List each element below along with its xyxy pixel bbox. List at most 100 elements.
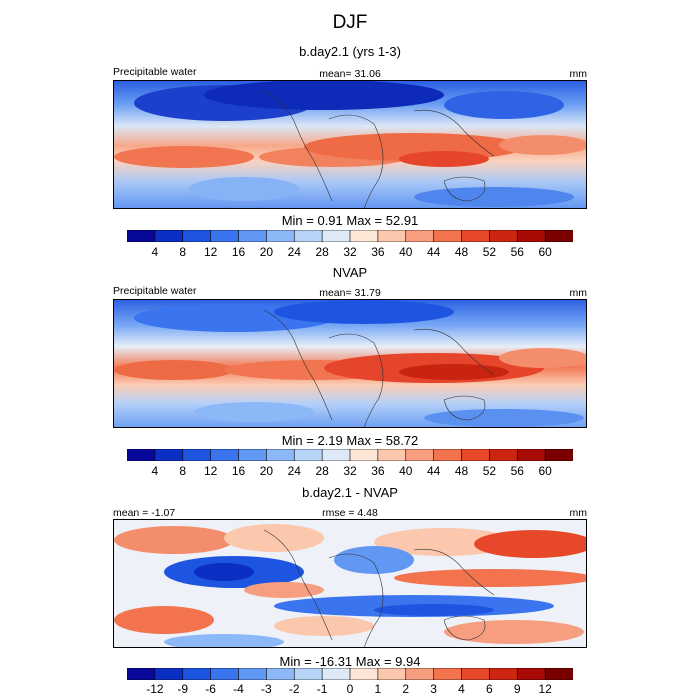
colorbar-tick-label: 8: [179, 245, 187, 259]
colorbar-tick-label: 36: [371, 464, 385, 478]
colorbar-swatch: [516, 230, 546, 242]
panel-1-title: b.day2.1 (yrs 1-3): [299, 44, 401, 59]
colorbar-tick-label: -6: [205, 682, 216, 696]
colorbar-tick-label: 56: [510, 464, 524, 478]
colorbar-swatch: [321, 668, 351, 680]
colorbar-swatch: [127, 668, 156, 680]
colorbar-tick-label: 28: [315, 245, 329, 259]
colorbar-swatch: [405, 449, 435, 461]
colorbar-tick-label: 12: [538, 682, 552, 696]
colorbar-tick-label: 16: [231, 464, 246, 478]
colorbar-tick-label: 40: [399, 245, 413, 259]
panel-2-units-label: mm: [569, 287, 588, 299]
panel-2-title: NVAP: [332, 265, 368, 280]
panel-3-map: [113, 519, 587, 648]
colorbar-tick-label: 24: [287, 245, 301, 259]
panel-3-minmax: Min = -16.31 Max = 9.94: [279, 654, 421, 669]
panel-1-colorbar-ticks: 4 8 12 16 20 24 28 32 36 40 44 48 52 56 60: [127, 245, 573, 259]
colorbar-swatch: [154, 230, 184, 242]
panel-2-colorbar: [127, 449, 573, 461]
colorbar-swatch: [489, 449, 518, 461]
colorbar-tick-label: 8: [179, 464, 187, 478]
colorbar-tick-label: 32: [343, 245, 357, 259]
colorbar-swatch: [182, 230, 212, 242]
colorbar-swatch: [461, 449, 490, 461]
colorbar-tick-label: 60: [538, 464, 552, 478]
colorbar-swatch: [266, 230, 295, 242]
colorbar-swatch: [489, 668, 518, 680]
colorbar-swatch: [489, 230, 518, 242]
colorbar-swatch: [405, 230, 435, 242]
colorbar-swatch: [266, 449, 295, 461]
panel-2-left-label: Precipitable water: [113, 285, 197, 297]
colorbar-tick-label: 32: [343, 464, 357, 478]
colorbar-swatch: [127, 449, 156, 461]
colorbar-swatch: [461, 230, 490, 242]
colorbar-swatch: [210, 668, 239, 680]
colorbar-swatch: [544, 449, 573, 461]
colorbar-tick-label: 0: [346, 682, 354, 696]
colorbar-swatch: [238, 449, 267, 461]
colorbar-swatch: [349, 668, 379, 680]
colorbar-swatch: [349, 230, 379, 242]
colorbar-tick-label: -2: [288, 682, 300, 696]
panel-2-map: [113, 299, 587, 428]
colorbar-tick-label: 9: [513, 682, 521, 696]
panel-2-colorbar-ticks: 4 8 12 16 20 24 28 32 36 40 44 48 52 56 60: [127, 464, 573, 478]
colorbar-swatch: [516, 668, 546, 680]
colorbar-swatch: [544, 668, 573, 680]
colorbar-swatch: [321, 449, 351, 461]
panel-1-colorbar: [127, 230, 573, 242]
colorbar-swatch: [293, 230, 323, 242]
colorbar-tick-label: 4: [151, 464, 159, 478]
colorbar-tick-label: 48: [454, 245, 469, 259]
colorbar-swatch: [433, 230, 463, 242]
panel-2-minmax: Min = 2.19 Max = 58.72: [281, 433, 419, 448]
colorbar-tick-label: 3: [430, 682, 437, 696]
colorbar-swatch: [461, 668, 490, 680]
panel-3-units-label: mm: [569, 507, 588, 519]
colorbar-swatch: [154, 449, 184, 461]
colorbar-swatch: [238, 668, 267, 680]
panel-1-left-label: Precipitable water: [113, 66, 197, 78]
panel-1-mean-label: mean= 31.06: [319, 68, 381, 80]
panel-3-mean-label: mean = -1.07: [113, 507, 176, 519]
panel-1-minmax: Min = 0.91 Max = 52.91: [281, 213, 419, 228]
colorbar-swatch: [293, 449, 323, 461]
colorbar-tick-label: -4: [233, 682, 244, 696]
colorbar-tick-label: 52: [482, 464, 497, 478]
panel-1-map: [113, 80, 587, 209]
panel-2-mean-label: mean= 31.79: [319, 287, 381, 299]
colorbar-swatch: [377, 668, 407, 680]
colorbar-tick-label: 56: [510, 245, 524, 259]
colorbar-tick-label: -3: [261, 682, 272, 696]
colorbar-tick-label: 20: [259, 245, 274, 259]
panel-3-rmse-label: rmse = 4.48: [322, 507, 378, 519]
colorbar-swatch: [405, 668, 435, 680]
colorbar-tick-label: 1: [374, 682, 382, 696]
colorbar-tick-label: 12: [203, 245, 218, 259]
colorbar-tick-label: 60: [538, 245, 552, 259]
colorbar-swatch: [182, 668, 212, 680]
colorbar-tick-label: 40: [399, 464, 413, 478]
colorbar-swatch: [127, 230, 156, 242]
colorbar-tick-label: 12: [203, 464, 218, 478]
colorbar-tick-label: 2: [402, 682, 410, 696]
colorbar-swatch: [210, 449, 239, 461]
panel-1-units-label: mm: [569, 68, 588, 80]
colorbar-swatch: [266, 668, 295, 680]
colorbar-swatch: [516, 449, 546, 461]
colorbar-tick-label: 6: [486, 682, 493, 696]
colorbar-tick-label: 44: [426, 245, 441, 259]
colorbar-tick-label: 16: [231, 245, 246, 259]
colorbar-swatch: [210, 230, 239, 242]
figure-title: DJF: [332, 12, 368, 33]
colorbar-tick-label: 28: [315, 464, 329, 478]
colorbar-tick-label: -1: [316, 682, 328, 696]
colorbar-tick-label: 52: [482, 245, 497, 259]
colorbar-tick-label: -9: [177, 682, 189, 696]
colorbar-tick-label: 36: [371, 245, 385, 259]
colorbar-tick-label: 4: [151, 245, 159, 259]
colorbar-tick-label: -12: [146, 682, 164, 696]
colorbar-tick-label: 44: [426, 464, 441, 478]
